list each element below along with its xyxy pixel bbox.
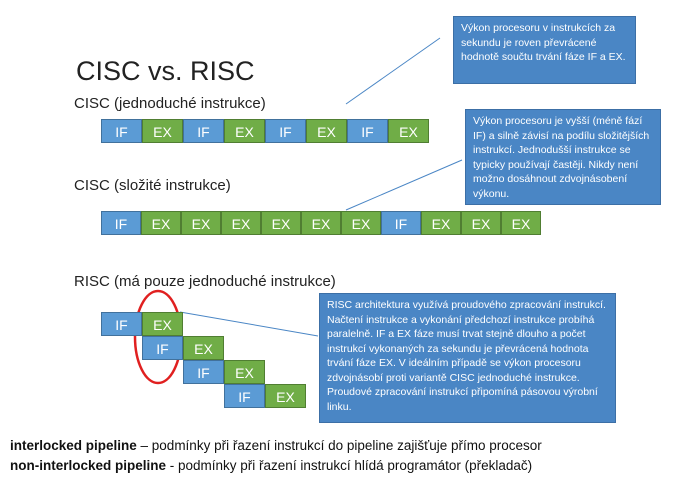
if-phase-block: IF — [183, 360, 224, 384]
ex-phase-block: EX — [261, 211, 301, 235]
footer-text-2: - podmínky při řazení instrukcí hlídá pr… — [166, 458, 533, 473]
footer-term-interlocked: interlocked pipeline — [10, 438, 137, 453]
callout-bottom: RISC architektura využívá proudového zpr… — [319, 293, 616, 423]
ex-phase-block: EX — [306, 119, 347, 143]
if-phase-block: IF — [224, 384, 265, 408]
cisc-simple-label: CISC (jednoduché instrukce) — [74, 95, 266, 112]
footer-text-1: – podmínky při řazení instrukcí do pipel… — [136, 438, 542, 453]
if-phase-block: IF — [265, 119, 306, 143]
ex-phase-block: EX — [461, 211, 501, 235]
cisc-complex-label: CISC (složité instrukce) — [74, 177, 231, 194]
callout-middle: Výkon procesoru je vyšší (méně fází IF) … — [465, 109, 661, 205]
ex-phase-block: EX — [265, 384, 306, 408]
ex-phase-block: EX — [224, 119, 265, 143]
risc-label: RISC (má pouze jednoduché instrukce) — [74, 273, 336, 290]
ex-phase-block: EX — [221, 211, 261, 235]
ex-phase-block: EX — [501, 211, 541, 235]
if-phase-block: IF — [381, 211, 421, 235]
callout-top: Výkon procesoru v instrukcích za sekundu… — [453, 16, 636, 84]
page-title: CISC vs. RISC — [76, 56, 255, 86]
ex-phase-block: EX — [421, 211, 461, 235]
ex-phase-block: EX — [142, 119, 183, 143]
connector-top — [345, 37, 441, 105]
if-phase-block: IF — [142, 336, 183, 360]
if-phase-block: IF — [183, 119, 224, 143]
footer-line-1: interlocked pipeline – podmínky při řaze… — [10, 438, 542, 453]
footer-term-non-interlocked: non-interlocked pipeline — [10, 458, 167, 473]
ex-phase-block: EX — [181, 211, 221, 235]
connector-bottom — [179, 311, 319, 337]
if-phase-block: IF — [101, 312, 142, 336]
ex-phase-block: EX — [341, 211, 381, 235]
ex-phase-block: EX — [183, 336, 224, 360]
ex-phase-block: EX — [142, 312, 183, 336]
if-phase-block: IF — [101, 119, 142, 143]
ex-phase-block: EX — [301, 211, 341, 235]
if-phase-block: IF — [101, 211, 141, 235]
ex-phase-block: EX — [224, 360, 265, 384]
footer-line-2: non-interlocked pipeline - podmínky při … — [10, 458, 532, 473]
ex-phase-block: EX — [141, 211, 181, 235]
connector-middle — [345, 159, 463, 211]
ex-phase-block: EX — [388, 119, 429, 143]
if-phase-block: IF — [347, 119, 388, 143]
